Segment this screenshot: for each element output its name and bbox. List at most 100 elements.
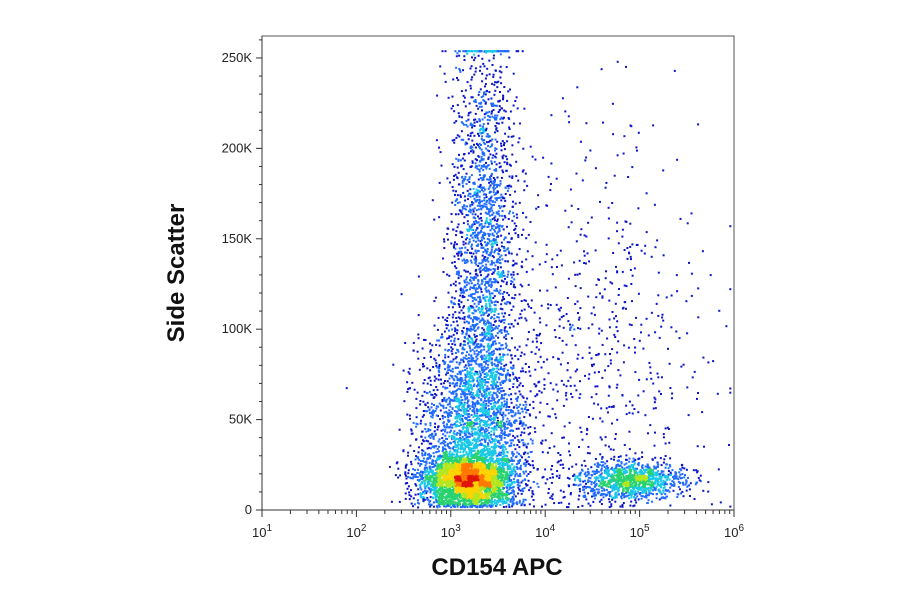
data-point [489,423,492,426]
data-point [462,459,465,462]
data-point [476,505,479,508]
data-point [485,453,488,456]
data-point [471,487,473,490]
data-point [504,473,507,476]
data-point [512,486,515,489]
data-point [460,463,463,466]
data-point [504,454,507,457]
data-point [534,352,537,355]
data-point [508,478,511,481]
data-point [538,334,541,337]
data-point [478,459,481,462]
data-point [427,428,430,431]
data-point [477,432,480,435]
data-point [433,472,436,475]
data-point [474,453,476,456]
data-point [504,380,507,383]
data-point [422,382,425,385]
data-point [506,494,509,497]
data-point [485,501,488,504]
data-point [497,488,500,491]
data-point [502,411,505,414]
data-point [480,354,483,357]
data-point [468,367,471,370]
data-point [463,408,466,411]
data-point [462,306,465,309]
data-point [408,491,411,494]
data-point [471,456,474,459]
data-point [470,374,473,377]
data-point [445,453,448,456]
data-point [519,382,522,385]
data-point [498,425,501,427]
data-point [471,503,474,506]
data-point [531,442,534,445]
data-point [528,370,531,373]
data-point [466,371,469,374]
data-point [476,501,479,504]
data-point [482,401,485,404]
data-point [443,479,446,482]
data-point [480,463,483,466]
data-point [451,481,454,484]
data-point [483,438,486,441]
data-point [442,442,445,445]
data-point [425,466,428,469]
data-point [477,475,480,478]
data-point [425,469,428,472]
data-point [504,426,507,429]
data-point [518,499,521,502]
data-point [500,431,503,434]
data-point [420,475,423,477]
data-point [493,447,496,449]
data-point [459,451,462,454]
data-point [424,423,427,426]
data-point [467,461,470,464]
data-point [430,447,432,450]
data-point [501,496,504,499]
data-point [448,485,451,488]
data-point [485,375,487,378]
data-point [464,416,467,419]
data-point [445,323,448,326]
data-point [446,320,448,322]
data-point [452,333,455,336]
data-point [498,392,501,394]
data-point [438,371,441,374]
data-point [455,361,458,364]
data-point [512,454,515,457]
data-point [474,477,477,480]
data-point [480,367,483,369]
data-point [432,452,435,455]
data-point [432,389,435,392]
data-point [462,288,465,291]
data-point [459,466,462,469]
data-point [456,455,459,458]
data-point [407,388,410,391]
data-point [404,497,407,500]
data-point [508,488,511,491]
data-point [481,491,483,494]
data-point [469,363,471,366]
data-point [504,462,507,465]
data-point [508,506,511,508]
data-point [438,500,441,502]
data-point [448,419,451,422]
data-point [451,492,454,495]
data-point [488,356,491,359]
data-point [497,363,499,366]
data-point [414,473,417,476]
data-point [433,446,436,449]
data-point [452,437,455,440]
data-point [481,479,484,482]
data-point [447,355,450,358]
data-point [489,480,492,482]
data-point [477,438,480,441]
data-point [454,444,457,446]
data-point [483,361,486,363]
data-point [493,496,496,498]
data-point [466,472,469,474]
data-point [455,478,458,481]
data-point [512,497,515,500]
data-point [455,468,458,471]
